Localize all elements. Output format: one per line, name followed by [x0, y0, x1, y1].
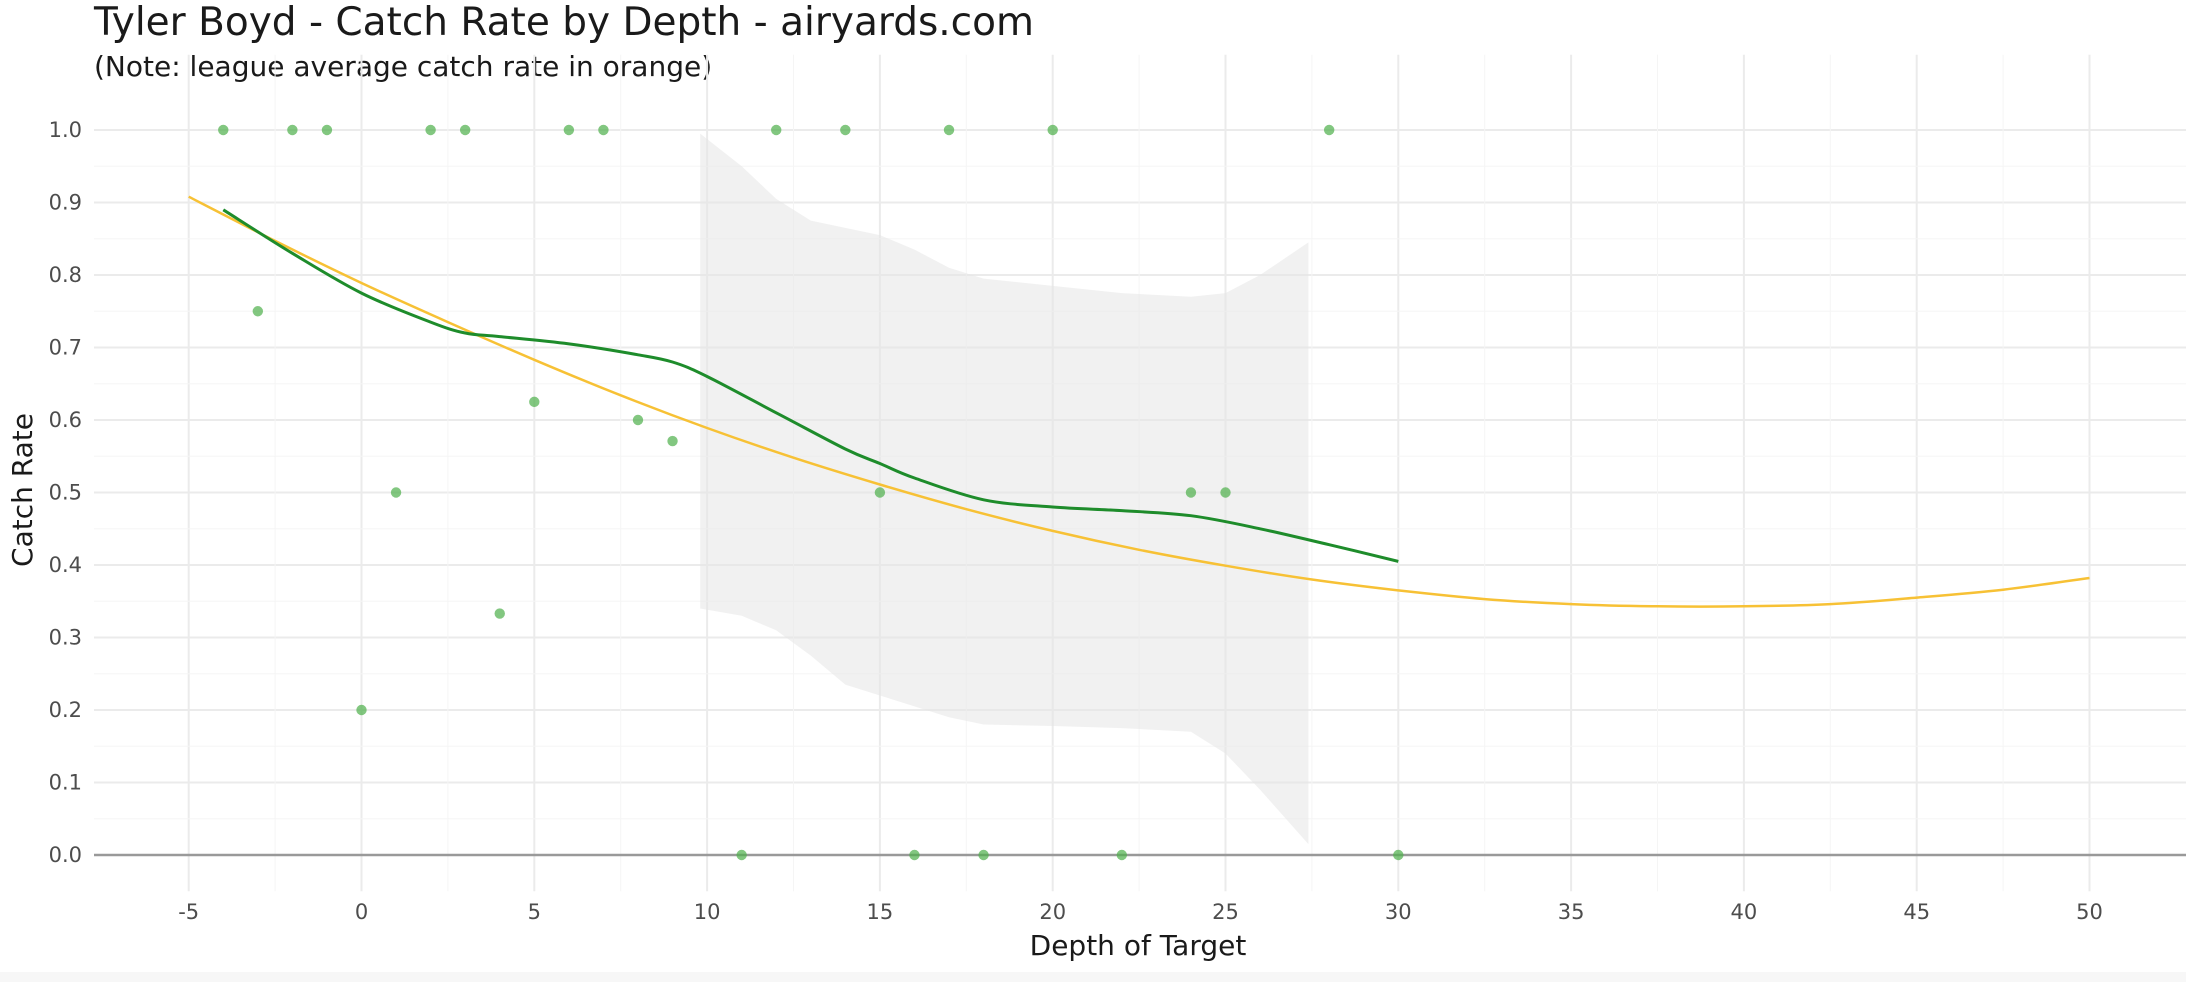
player-trend-line [222, 208, 1399, 563]
y-tick-label: 0.4 [49, 553, 82, 577]
data-point [287, 124, 298, 136]
chart-title: Tyler Boyd - Catch Rate by Depth - airya… [94, 0, 1034, 45]
data-point [943, 124, 955, 136]
league-average-trend-line [188, 195, 2090, 608]
y-tick-label: 0.3 [49, 626, 82, 650]
y-tick-label: 0.7 [49, 336, 82, 360]
data-point [459, 124, 471, 136]
x-tick-label: 35 [1558, 900, 1585, 924]
y-tick-label: 0.6 [49, 408, 82, 432]
y-tick-label: 0.0 [49, 843, 82, 867]
y-axis-ticks: 0.0 0.1 0.2 0.3 0.4 0.5 0.6 0.7 0.8 0.9 1.0 [49, 118, 82, 867]
data-point [1220, 487, 1231, 498]
data-point [874, 487, 886, 498]
y-tick-label: 0.8 [49, 263, 82, 287]
data-point [218, 124, 229, 136]
data-point [563, 124, 575, 136]
x-tick-label: 15 [867, 900, 894, 924]
x-axis-ticks: -5 0 5 10 15 20 25 30 35 40 45 50 [178, 900, 2103, 924]
data-point [771, 124, 782, 136]
data-point [425, 124, 436, 136]
y-tick-label: 0.1 [49, 771, 82, 795]
x-tick-label: 40 [1731, 900, 1758, 924]
data-point [494, 608, 505, 619]
confidence-band-layer [700, 133, 1309, 845]
x-tick-label: 5 [528, 900, 541, 924]
data-point [632, 414, 644, 426]
x-tick-label: 0 [355, 900, 368, 924]
x-tick-label: -5 [178, 900, 199, 924]
data-point [390, 487, 402, 498]
data-point [736, 849, 747, 861]
x-tick-label: 45 [1903, 900, 1930, 924]
data-point [978, 849, 989, 861]
y-tick-label: 0.5 [49, 481, 82, 505]
data-point [840, 124, 851, 136]
data-point [909, 849, 920, 861]
y-tick-label: 0.2 [49, 698, 82, 722]
data-point [1323, 124, 1335, 136]
x-tick-label: 10 [694, 900, 721, 924]
data-point [1393, 849, 1404, 861]
data-point [356, 704, 367, 716]
y-axis-title: Catch Rate [6, 413, 39, 567]
trend-lines-layer [188, 195, 2090, 608]
points-layer [218, 124, 1404, 861]
data-point [598, 124, 609, 136]
y-tick-label: 0.9 [49, 191, 82, 215]
chart-subtitle: (Note: league average catch rate in oran… [94, 50, 713, 83]
bottom-strip [0, 972, 2186, 982]
x-tick-label: 30 [1385, 900, 1412, 924]
x-tick-label: 20 [1039, 900, 1066, 924]
confidence-band [700, 133, 1309, 845]
data-point [1185, 487, 1197, 498]
data-point [252, 306, 264, 317]
x-tick-label: 25 [1212, 900, 1239, 924]
data-point [321, 124, 333, 136]
data-point [1116, 849, 1128, 861]
x-tick-label: 50 [2076, 900, 2103, 924]
x-axis-title: Depth of Target [1030, 929, 1247, 962]
data-point [1047, 124, 1058, 136]
data-point [529, 396, 540, 408]
data-point [667, 435, 678, 447]
y-tick-label: 1.0 [49, 118, 82, 142]
